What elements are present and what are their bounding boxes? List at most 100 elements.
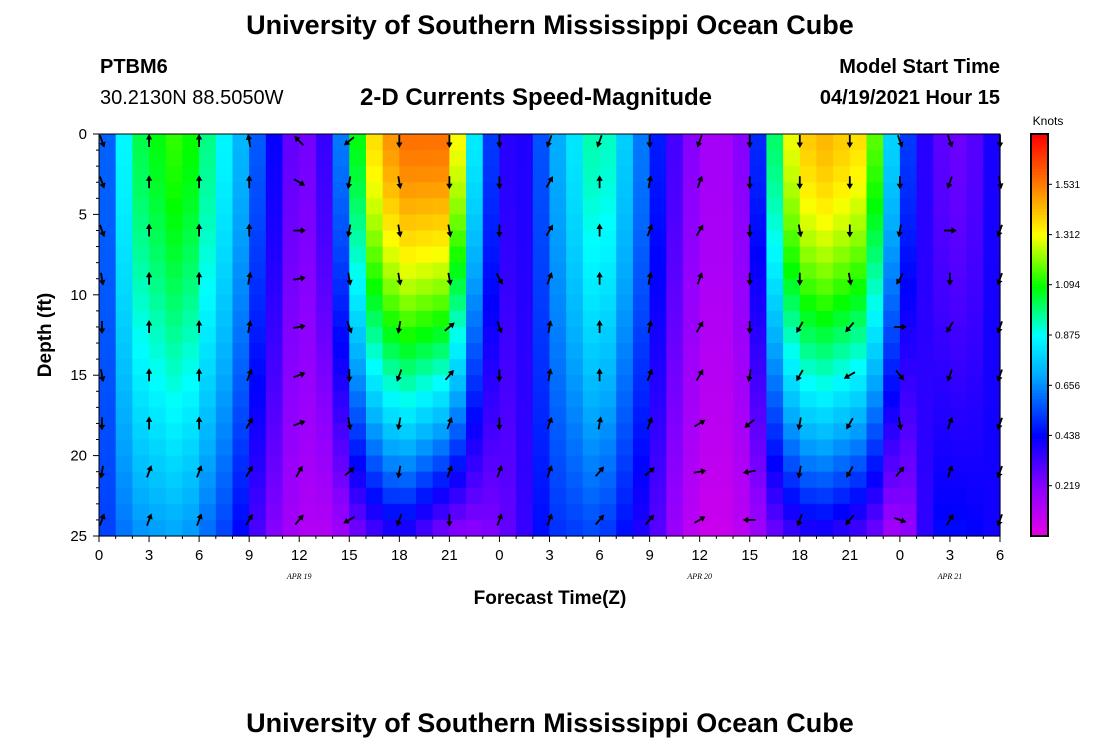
heatmap-cell — [499, 214, 517, 232]
heatmap-cell — [916, 423, 934, 441]
colorbar-segment — [1031, 260, 1048, 264]
heatmap-cell — [983, 150, 1001, 167]
heatmap-cell — [766, 455, 784, 473]
heatmap-cell — [816, 519, 834, 537]
current-arrow — [696, 175, 704, 189]
heatmap-cell — [883, 423, 901, 441]
heatmap-cell — [799, 391, 818, 408]
heatmap-cell — [783, 439, 801, 457]
heatmap-cell — [749, 359, 768, 376]
heatmap-cell — [432, 439, 450, 457]
heatmap-cell — [582, 439, 601, 457]
heatmap-cell — [833, 262, 851, 280]
heatmap-cell — [766, 503, 784, 521]
heatmap-cell — [616, 182, 634, 199]
heatmap-cell — [482, 294, 501, 312]
current-arrow — [947, 416, 954, 430]
colorbar-segment — [1031, 263, 1048, 267]
heatmap-cell — [232, 503, 250, 521]
heatmap-cell — [365, 134, 384, 151]
heatmap-cell — [649, 150, 667, 167]
current-arrow — [545, 135, 553, 148]
heatmap-cell — [716, 214, 734, 232]
colorbar-segment — [1031, 409, 1048, 414]
heatmap-cell — [115, 455, 133, 473]
heatmap-cell — [949, 134, 968, 151]
heatmap-cell — [332, 519, 350, 537]
heatmap-cell — [549, 166, 567, 183]
heatmap-cell — [566, 230, 584, 248]
heatmap-cell — [716, 230, 734, 248]
heatmap-cell — [182, 359, 200, 376]
heatmap-cell — [699, 278, 717, 296]
heatmap-cell — [449, 423, 467, 441]
heatmap-cell — [215, 166, 234, 183]
heatmap-cell — [182, 198, 200, 215]
colorbar-segment — [1031, 197, 1048, 201]
heatmap-cell — [849, 150, 868, 167]
heatmap-cell — [382, 407, 400, 425]
heatmap-cell — [716, 487, 734, 505]
heatmap-cell — [849, 471, 868, 489]
x-axis-label: Forecast Time(Z) — [474, 588, 627, 609]
heatmap-cell — [365, 359, 384, 376]
heatmap-cell — [933, 439, 951, 457]
heatmap-cell — [866, 246, 884, 264]
heatmap-cell — [616, 519, 634, 537]
heatmap-cell — [516, 439, 534, 457]
heatmap-cell — [482, 246, 501, 264]
heatmap-cell — [716, 471, 734, 489]
heatmap-cell — [199, 198, 217, 215]
heatmap-cell — [516, 214, 534, 232]
heatmap-cell — [215, 359, 234, 376]
heatmap-cell — [699, 150, 717, 167]
heatmap-cell — [265, 246, 284, 264]
colorbar-segment — [1031, 289, 1048, 293]
heatmap-cell — [916, 214, 934, 232]
colorbar-segment — [1031, 171, 1048, 175]
heatmap-cell — [149, 423, 167, 441]
heatmap-cell — [449, 471, 467, 489]
heatmap-cell — [799, 246, 818, 264]
heatmap-cell — [99, 359, 117, 376]
heatmap-cell — [983, 503, 1001, 521]
heatmap-cell — [716, 294, 734, 312]
heatmap-cell — [599, 359, 617, 376]
heatmap-cell — [632, 391, 651, 408]
heatmap-cell — [232, 230, 250, 248]
heatmap-cell — [616, 310, 634, 328]
heatmap-cell — [132, 375, 150, 392]
colorbar-segment — [1031, 435, 1048, 439]
heatmap-cell — [349, 423, 367, 441]
heatmap-cell — [666, 503, 684, 521]
heatmap-cell — [666, 471, 684, 489]
colorbar-segment — [1031, 446, 1048, 451]
heatmap-cell — [149, 310, 167, 328]
heatmap-cell — [733, 375, 751, 392]
current-arrow — [195, 320, 203, 333]
heatmap-cell — [466, 262, 484, 280]
current-arrow — [294, 136, 305, 146]
heatmap-cell — [833, 198, 851, 215]
heatmap-cell — [766, 343, 784, 360]
heatmap-cell — [833, 214, 851, 232]
heatmap-cell — [616, 391, 634, 408]
heatmap-cell — [482, 310, 501, 328]
heatmap-cell — [566, 214, 584, 232]
heatmap-cell — [549, 359, 567, 376]
heatmap-cell — [716, 439, 734, 457]
heatmap-cell — [916, 150, 934, 167]
heatmap-cell — [632, 166, 651, 183]
heatmap-cell — [833, 455, 851, 473]
colorbar-segment — [1031, 309, 1048, 313]
colorbar-segment — [1031, 424, 1048, 428]
colorbar-unit: Knots — [1033, 114, 1064, 128]
colorbar-segment — [1031, 234, 1048, 238]
x-tick-label: 15 — [741, 547, 758, 564]
heatmap-cell — [582, 423, 601, 441]
colorbar-segment — [1031, 521, 1048, 526]
current-arrow — [796, 272, 803, 286]
current-arrow — [796, 135, 803, 148]
heatmap-cell — [899, 487, 918, 505]
heatmap-cell — [182, 439, 200, 457]
